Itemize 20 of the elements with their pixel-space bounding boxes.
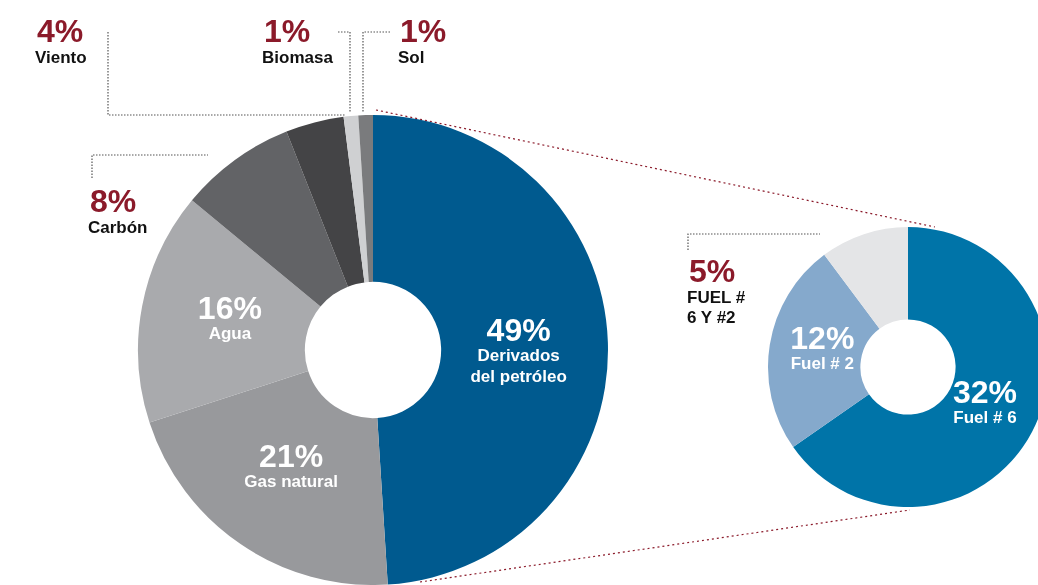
slice-label: Derivados del petróleo xyxy=(470,346,567,387)
data-label: 4% xyxy=(37,13,84,49)
slice-label: FUEL # 6 Y #2 xyxy=(687,288,746,327)
slice-label: Biomasa xyxy=(262,48,334,67)
data-label: 49% xyxy=(486,312,551,349)
slice-label: Agua xyxy=(208,323,252,343)
slice-label: Carbón xyxy=(88,218,148,237)
data-label: 21% xyxy=(259,437,324,474)
data-label: 1% xyxy=(400,13,447,49)
slice-label: Gas natural xyxy=(244,471,338,491)
data-label: 16% xyxy=(197,289,262,326)
data-label: 8% xyxy=(90,183,137,219)
slice-label: Sol xyxy=(398,48,425,67)
slice-label: Viento xyxy=(35,48,87,67)
data-label: 1% xyxy=(264,13,311,49)
slice-label: Fuel # 6 xyxy=(953,408,1017,428)
data-label: 32% xyxy=(952,374,1017,411)
data-label: 12% xyxy=(790,320,855,357)
slice-label: Fuel # 2 xyxy=(790,354,854,374)
data-label: 5% xyxy=(689,253,736,289)
